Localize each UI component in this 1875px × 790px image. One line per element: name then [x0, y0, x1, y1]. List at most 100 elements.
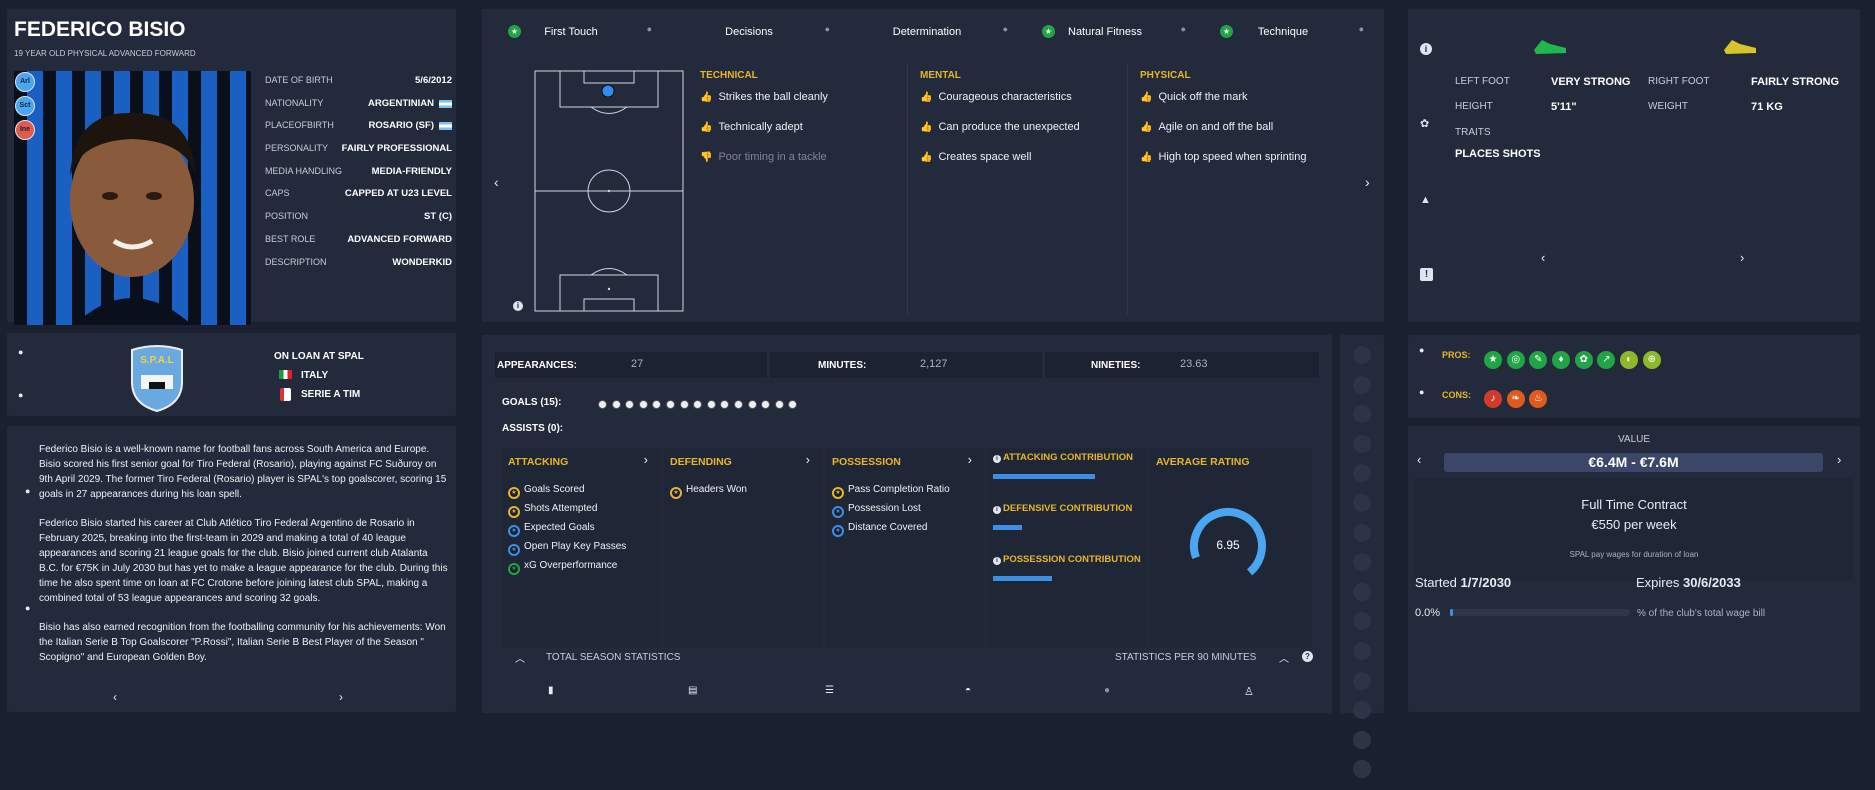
stat-item[interactable]: ★ xG Overperformance [508, 560, 617, 575]
field-label: CAPS [265, 188, 290, 199]
field-label: DESCRIPTION [265, 256, 327, 267]
pro-trait-icon[interactable]: ◎ [1506, 351, 1525, 369]
con-trait-icon[interactable]: ♨ [1529, 390, 1548, 408]
value-bar[interactable]: €6.4M - €7.6M [1444, 453, 1823, 472]
pros-cons-panel: ● ● PROS: CONS: ★ ◎ ✎ ♦ ✿ ↗ ◐ ⊕ ♪ ❧ ♨ [1408, 335, 1860, 418]
statistics-per-90[interactable]: STATISTICS PER 90 MINUTES [1115, 652, 1257, 663]
prev-arrow-icon[interactable]: ‹ [1541, 250, 1546, 265]
star-icon: ★ [508, 544, 520, 556]
goal-balls [598, 396, 802, 414]
category-title[interactable]: POSSESSION [832, 456, 901, 468]
traits-value[interactable]: PLACES SHOTS [1455, 148, 1541, 160]
side-nav-icon[interactable] [1353, 346, 1371, 364]
pro-trait-icon[interactable]: ↗ [1597, 351, 1616, 369]
stat-item-label: Possession Lost [848, 503, 921, 514]
side-nav-icon[interactable] [1353, 405, 1371, 424]
warning-icon[interactable]: ▲ [1420, 194, 1431, 206]
prev-arrow-icon[interactable]: ‹ [494, 174, 499, 190]
next-arrow-icon[interactable]: › [1837, 452, 1842, 467]
side-nav-icon[interactable] [1353, 493, 1371, 512]
trait-item: 👍 Can produce the unexpected [920, 121, 1080, 133]
stat-item[interactable]: ★ Open Play Key Passes [508, 541, 626, 556]
category-title[interactable]: DEFENDING [670, 456, 732, 468]
stat-item[interactable]: ★ Distance Covered [832, 522, 927, 537]
collapse-icon[interactable]: ︿ [515, 654, 525, 665]
side-nav-icon[interactable] [1353, 553, 1371, 572]
spal-logo[interactable]: S.P.A.L [127, 342, 187, 413]
contribution-label[interactable]: i POSSESSION CONTRIBUTION [993, 554, 1141, 565]
pro-trait-icon[interactable]: ♦ [1552, 351, 1571, 369]
attribute-tab[interactable]: ★ First Touch ● [482, 23, 660, 45]
stat-item[interactable]: ★ Pass Completion Ratio [832, 484, 950, 499]
list-icon[interactable]: ☰ [825, 685, 834, 696]
pro-trait-icon[interactable]: ◐ [1620, 351, 1639, 369]
attribute-tab[interactable]: ★ Technique ● [1194, 23, 1372, 45]
field-value[interactable]: ADVANCED FORWARD [347, 233, 452, 245]
document-icon[interactable]: ▤ [688, 685, 698, 696]
pro-trait-icon[interactable]: ✿ [1574, 351, 1593, 369]
side-nav-icon[interactable] [1353, 464, 1371, 483]
prev-arrow-icon[interactable]: ‹ [113, 690, 117, 704]
side-nav-icon[interactable] [1353, 730, 1371, 749]
stat-item[interactable]: ★ Goals Scored [508, 484, 585, 499]
chevron-right-icon[interactable]: › [805, 452, 810, 467]
stat-item[interactable]: ★ Possession Lost [832, 503, 921, 518]
helmet-icon[interactable]: ◓ [965, 685, 972, 696]
total-season-statistics[interactable]: TOTAL SEASON STATISTICS [546, 652, 681, 663]
chevron-right-icon[interactable]: › [643, 452, 648, 467]
side-nav-icon[interactable] [1353, 523, 1371, 542]
pro-trait-icon[interactable]: ✎ [1529, 351, 1548, 369]
attribute-tab[interactable]: Determination ● [838, 23, 1016, 45]
stat-item-label: Goals Scored [524, 484, 585, 495]
attribute-tab[interactable]: Decisions ● [660, 23, 838, 45]
chevron-right-icon[interactable]: › [967, 452, 972, 467]
stat-item[interactable]: ★ Shots Attempted [508, 503, 597, 518]
player-photo [14, 71, 251, 325]
attribute-badge[interactable]: Arl [15, 72, 35, 92]
weight-value: 71 KG [1751, 101, 1783, 113]
profile-field-row: NATIONALITY ARGENTINIAN [265, 94, 452, 117]
contribution-label[interactable]: i ATTACKING CONTRIBUTION [993, 452, 1133, 463]
attribute-badge[interactable]: Sct [15, 96, 35, 116]
average-rating-box: AVERAGE RATING 6.95 [1150, 448, 1312, 648]
club-league[interactable]: SERIE A TIM [301, 389, 361, 400]
con-trait-icon[interactable]: ❧ [1506, 390, 1525, 408]
info-icon[interactable]: i [513, 301, 523, 311]
contribution-label[interactable]: i DEFENSIVE CONTRIBUTION [993, 503, 1132, 514]
next-arrow-icon[interactable]: › [1365, 174, 1370, 190]
side-nav-icon[interactable] [1353, 612, 1371, 631]
stat-item[interactable]: ★ Expected Goals [508, 522, 595, 537]
next-arrow-icon[interactable]: › [1740, 250, 1745, 265]
attribute-tab[interactable]: ★ Natural Fitness ● [1016, 23, 1194, 45]
field-value[interactable]: ST (C) [424, 211, 452, 223]
side-nav-icon[interactable] [1353, 760, 1371, 779]
pro-trait-icon[interactable]: ⊕ [1642, 351, 1661, 369]
bullet-icon: ● [1419, 387, 1425, 397]
profile-field-row: DATE OF BIRTH 5/6/2012 [265, 71, 452, 94]
side-nav-icon[interactable] [1353, 434, 1371, 453]
side-nav-icon[interactable] [1353, 375, 1371, 394]
alert-icon[interactable]: ! [1420, 268, 1433, 281]
side-nav-icon[interactable] [1353, 671, 1371, 690]
info-icon[interactable]: i [1420, 43, 1432, 55]
stat-item[interactable]: ★ Headers Won [670, 484, 747, 499]
con-trait-icon[interactable]: ♪ [1484, 390, 1502, 408]
bar-chart-icon[interactable]: ▮ [548, 685, 554, 696]
club-country[interactable]: ITALY [301, 370, 329, 381]
runner-icon[interactable]: ♙ [1244, 686, 1254, 698]
prev-arrow-icon[interactable]: ‹ [1417, 452, 1422, 467]
wage-percent-text: % of the club's total wage bill [1637, 608, 1766, 619]
collapse-icon[interactable]: ︿ [1279, 654, 1289, 665]
field-value: WONDERKID [392, 256, 452, 268]
side-nav-icon[interactable] [1353, 701, 1371, 720]
side-nav-icon[interactable] [1353, 641, 1371, 660]
next-arrow-icon[interactable]: › [339, 690, 343, 704]
side-nav-icon[interactable] [1353, 582, 1371, 601]
ball-icon[interactable]: ● [1104, 685, 1111, 696]
pro-trait-icon[interactable]: ★ [1484, 351, 1502, 369]
contract-panel: VALUE ‹ €6.4M - €7.6M › Full Time Contra… [1408, 426, 1860, 712]
sprout-icon[interactable]: ✿ [1420, 118, 1430, 130]
help-icon[interactable]: ? [1302, 651, 1313, 662]
attribute-badge[interactable]: Ine [15, 120, 35, 140]
category-title[interactable]: ATTACKING [508, 456, 569, 468]
